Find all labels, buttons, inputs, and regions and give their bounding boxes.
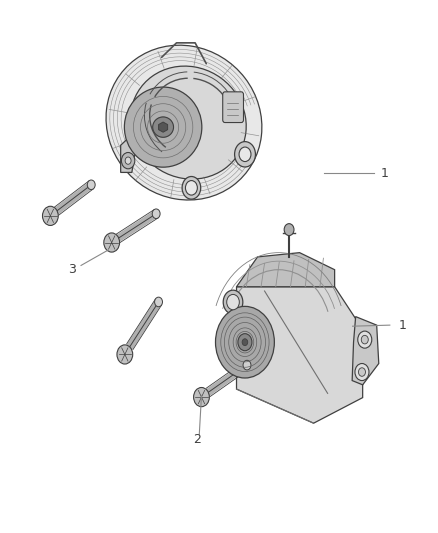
Polygon shape xyxy=(352,317,379,385)
Circle shape xyxy=(358,331,372,348)
Circle shape xyxy=(121,152,135,169)
Circle shape xyxy=(125,157,131,164)
Circle shape xyxy=(242,339,248,345)
Text: 2: 2 xyxy=(193,433,201,446)
Circle shape xyxy=(239,147,251,161)
Circle shape xyxy=(227,294,239,310)
Circle shape xyxy=(284,224,294,236)
Circle shape xyxy=(87,180,95,190)
Circle shape xyxy=(155,297,162,306)
Polygon shape xyxy=(237,253,335,287)
Ellipse shape xyxy=(124,87,202,167)
Circle shape xyxy=(185,181,198,195)
Text: 1: 1 xyxy=(381,167,389,180)
Ellipse shape xyxy=(235,142,255,167)
Circle shape xyxy=(117,345,133,364)
FancyBboxPatch shape xyxy=(223,92,244,123)
Polygon shape xyxy=(120,136,139,173)
Ellipse shape xyxy=(131,66,246,179)
Ellipse shape xyxy=(223,290,243,314)
Circle shape xyxy=(358,368,365,376)
Circle shape xyxy=(243,360,251,370)
Circle shape xyxy=(104,233,120,252)
Circle shape xyxy=(42,206,58,225)
Text: 1: 1 xyxy=(399,319,406,332)
Polygon shape xyxy=(237,287,363,423)
Text: 3: 3 xyxy=(68,263,76,276)
Circle shape xyxy=(361,335,368,344)
Circle shape xyxy=(152,209,160,219)
Ellipse shape xyxy=(153,117,173,138)
Ellipse shape xyxy=(106,45,262,200)
Ellipse shape xyxy=(182,176,201,199)
Ellipse shape xyxy=(215,306,274,378)
Circle shape xyxy=(355,364,369,381)
Circle shape xyxy=(194,387,209,407)
Polygon shape xyxy=(159,122,168,132)
Circle shape xyxy=(238,334,252,351)
